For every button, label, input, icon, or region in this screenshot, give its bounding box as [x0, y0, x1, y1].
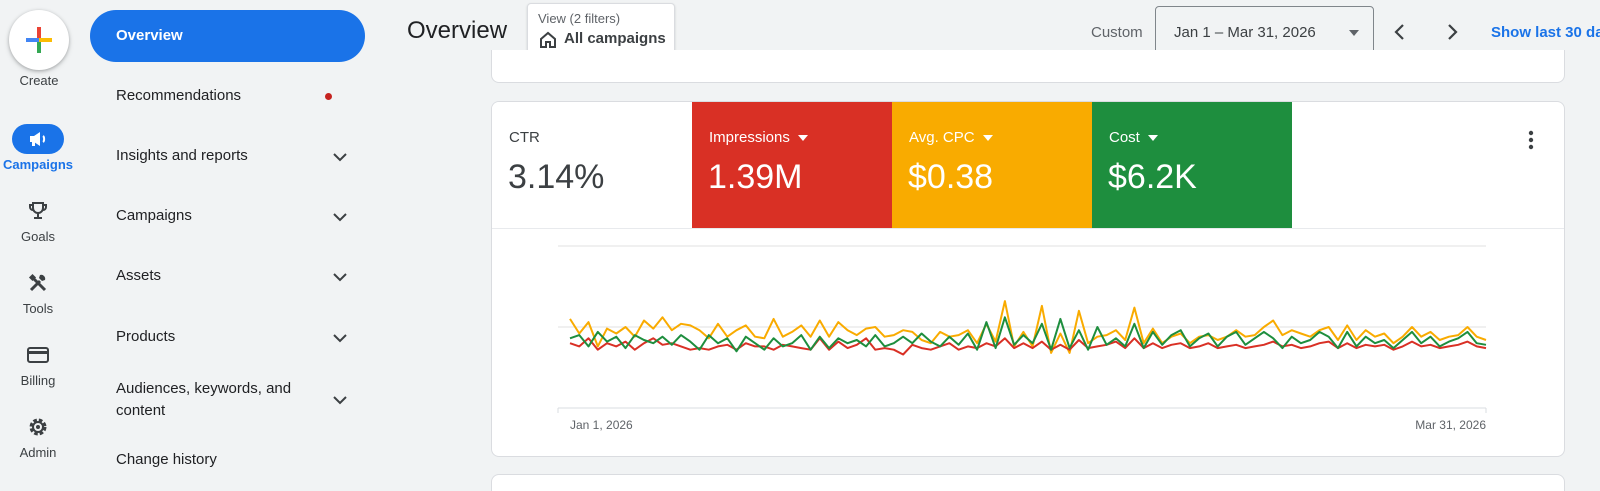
- metric-value: $6.2K: [1108, 158, 1197, 196]
- notification-dot: [325, 93, 332, 100]
- rail-item-tools[interactable]: Tools: [0, 268, 76, 316]
- nav-label-assets: Assets: [116, 267, 162, 284]
- side-nav: Overview Recommendations Insights and re…: [78, 0, 378, 491]
- rail-label-tools: Tools: [22, 301, 54, 316]
- rail-label-goals: Goals: [21, 229, 55, 244]
- metric-label-cost: Cost: [1109, 129, 1158, 146]
- view-filter-count: View (2 filters): [538, 11, 621, 26]
- card-above: [491, 50, 1565, 83]
- more-options-icon[interactable]: [1528, 130, 1534, 150]
- rail-item-campaigns[interactable]: Campaigns: [0, 124, 76, 172]
- trophy-icon: [12, 196, 64, 226]
- tools-icon: [12, 268, 64, 298]
- nav-item-audiences[interactable]: Audiences, keywords, and content: [116, 378, 356, 422]
- chevron-left-icon[interactable]: [1390, 22, 1410, 42]
- megaphone-icon: [12, 124, 64, 154]
- x-tick-label-start: Jan 1, 2026: [570, 418, 633, 432]
- performance-card: CTR 3.14% Impressions 1.39M Avg. CPC $0.…: [491, 101, 1565, 457]
- view-filter-selector[interactable]: View (2 filters) All campaigns: [527, 3, 675, 54]
- nav-label-products: Products: [116, 328, 176, 345]
- nav-label-change-history: Change history: [116, 451, 217, 468]
- chevron-down-icon: [333, 396, 347, 405]
- nav-label-audiences-line1: Audiences, keywords, and: [116, 380, 292, 397]
- left-rail: Create Campaigns Goals Tools Billing Adm…: [0, 0, 78, 491]
- plus-icon: [26, 27, 52, 53]
- date-range-picker[interactable]: Jan 1 – Mar 31, 2026: [1155, 6, 1374, 58]
- nav-label-campaigns: Campaigns: [116, 207, 192, 224]
- nav-item-products[interactable]: Products: [116, 328, 356, 348]
- metric-value: $0.38: [908, 158, 994, 196]
- dropdown-caret-icon: [982, 135, 993, 142]
- chevron-right-icon[interactable]: [1442, 22, 1462, 42]
- x-tick-label-end: Mar 31, 2026: [1415, 418, 1486, 432]
- nav-item-overview[interactable]: Overview: [90, 10, 365, 62]
- create-button[interactable]: [9, 10, 69, 70]
- chevron-down-icon: [333, 153, 347, 162]
- gear-icon: [12, 412, 64, 442]
- nav-item-assets[interactable]: Assets: [116, 267, 356, 287]
- series-line-2: [569, 316, 1487, 353]
- chevron-down-icon: [333, 273, 347, 282]
- nav-label-audiences-line2: content: [116, 402, 166, 419]
- show-last-30-days-link[interactable]: Show last 30 da: [1491, 24, 1600, 41]
- chevron-down-icon: [333, 334, 347, 343]
- metric-label-avg-cpc: Avg. CPC: [909, 129, 993, 146]
- rail-item-admin[interactable]: Admin: [0, 412, 76, 460]
- metric-tile-cost[interactable]: Cost $6.2K: [1092, 102, 1292, 228]
- date-range-type: Custom: [1091, 24, 1143, 41]
- tiles-divider: [492, 228, 1564, 229]
- rail-label-billing: Billing: [20, 373, 56, 388]
- date-range-value: Jan 1 – Mar 31, 2026: [1174, 24, 1316, 41]
- view-filter-value: All campaigns: [564, 30, 666, 47]
- nav-label-insights: Insights and reports: [116, 147, 248, 164]
- series-line-1: [569, 337, 1487, 356]
- metric-tile-impressions[interactable]: Impressions 1.39M: [692, 102, 892, 228]
- metric-tile-avg-cpc[interactable]: Avg. CPC $0.38: [892, 102, 1092, 228]
- dropdown-caret-icon: [1349, 30, 1359, 36]
- nav-label-recommendations: Recommendations: [116, 87, 242, 104]
- chevron-down-icon: [333, 213, 347, 222]
- rail-label-campaigns: Campaigns: [2, 157, 74, 172]
- nav-item-recommendations[interactable]: Recommendations: [116, 87, 356, 107]
- page-title: Overview: [407, 17, 508, 44]
- create-label: Create: [19, 73, 59, 88]
- card-below: [491, 474, 1565, 491]
- nav-item-change-history[interactable]: Change history: [116, 451, 356, 471]
- nav-item-campaigns[interactable]: Campaigns: [116, 207, 356, 227]
- rail-item-billing[interactable]: Billing: [0, 340, 76, 388]
- home-icon: [540, 31, 556, 48]
- dropdown-caret-icon: [1147, 135, 1158, 142]
- dropdown-caret-icon: [797, 135, 808, 142]
- credit-card-icon: [12, 340, 64, 370]
- metric-label: CTR: [509, 129, 540, 146]
- rail-label-admin: Admin: [19, 445, 57, 460]
- metric-value: 1.39M: [708, 158, 803, 196]
- metric-label-impressions: Impressions: [709, 129, 808, 146]
- metric-tile-ctr[interactable]: CTR 3.14%: [492, 102, 692, 228]
- metric-value: 3.14%: [508, 158, 605, 196]
- rail-item-goals[interactable]: Goals: [0, 196, 76, 244]
- nav-item-insights[interactable]: Insights and reports: [116, 147, 356, 167]
- performance-line-chart: Jan 1, 2026 Mar 31, 2026: [557, 245, 1487, 432]
